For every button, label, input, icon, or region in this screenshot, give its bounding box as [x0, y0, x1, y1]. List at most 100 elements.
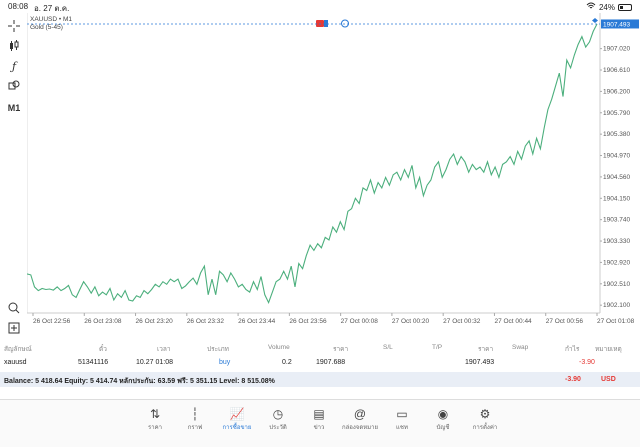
candles-icon[interactable] — [4, 37, 24, 55]
nav-news[interactable]: ▤ ข่าว — [299, 406, 339, 432]
y-tick-label: 1905.790 — [603, 110, 630, 117]
mailbox-icon: @ — [353, 407, 367, 421]
position-row[interactable]: xauusd 51341116 10.27 01:08 buy 0.2 1907… — [0, 355, 640, 371]
position-ticket: 51341116 — [78, 359, 109, 366]
account-summary: Balance: 5 418.64 Equity: 5 414.74 หลักป… — [0, 372, 640, 387]
add-panel-icon[interactable] — [4, 319, 24, 337]
y-tick-label: 1902.100 — [603, 302, 630, 309]
account-icon: ◉ — [437, 407, 449, 421]
buy-marker[interactable] — [324, 20, 328, 27]
timeframe-button[interactable]: M1 — [7, 103, 21, 113]
x-tick-label: 26 Oct 23:20 — [136, 318, 174, 325]
x-tick-label: 26 Oct 23:32 — [187, 318, 225, 325]
col-comment: หมายเหตุ — [595, 346, 622, 353]
positions-header: สัญลักษณ์ ตั๋ว เวลา ประเภท Volume ราคา S… — [0, 340, 640, 355]
position-type: buy — [219, 359, 231, 366]
indicator-icon[interactable]: ƒ — [11, 59, 17, 73]
clock: 08:08 — [8, 2, 29, 11]
col-price: ราคา — [478, 346, 494, 353]
col-time: เวลา — [157, 346, 171, 353]
bottom-navigation: ⇅ ราคา ┆ กราฟ 📈 การซื้อขาย ◷ ประวัติ ▤ ข่าว @ กล่อง… — [0, 399, 640, 447]
date: อ. 27 ต.ค. — [34, 4, 70, 13]
x-axis: 26 Oct 22:56 26 Oct 23:08 26 Oct 23:20 26 O… — [32, 313, 635, 325]
y-tick-label: 1904.150 — [603, 195, 630, 202]
nav-label: ราคา — [148, 425, 162, 431]
price-series-line — [27, 23, 598, 305]
symbol-label: XAUUSD • M1 — [30, 16, 72, 23]
col-sl: S/L — [383, 344, 393, 351]
y-tick-label: 1902.920 — [603, 259, 630, 266]
y-tick-label: 1905.380 — [603, 131, 630, 138]
sell-marker[interactable] — [316, 20, 324, 27]
last-price-marker — [592, 17, 598, 23]
position-volume: 0.2 — [282, 359, 292, 366]
objects-icon[interactable] — [4, 77, 24, 95]
position-symbol: xauusd — [4, 359, 27, 366]
y-tick-label: 1902.510 — [603, 281, 630, 288]
position-price: 1907.493 — [465, 359, 495, 366]
y-tick-label: 1904.970 — [603, 153, 630, 160]
nav-account[interactable]: ◉ บัญชี — [423, 406, 463, 432]
position-profit: -3.90 — [579, 359, 595, 366]
col-profit: กำไร — [565, 346, 580, 353]
nav-history[interactable]: ◷ ประวัติ — [258, 406, 298, 432]
x-tick-label: 27 Oct 00:44 — [494, 318, 532, 325]
x-tick-label: 27 Oct 00:20 — [392, 318, 430, 325]
col-swap: Swap — [512, 344, 529, 351]
nav-mailbox[interactable]: @ กล่องจดหมาย — [340, 406, 380, 432]
col-ticket: ตั๋ว — [99, 346, 107, 353]
zoom-icon[interactable] — [4, 299, 24, 317]
y-tick-label: 1903.330 — [603, 238, 630, 245]
current-price-box — [601, 19, 639, 29]
x-tick-label: 26 Oct 23:44 — [238, 318, 276, 325]
wifi-icon — [586, 2, 596, 12]
x-tick-label: 27 Oct 00:56 — [546, 318, 584, 325]
nav-trade[interactable]: 📈 การซื้อขาย — [217, 406, 257, 432]
nav-label: การตั้งค่า — [472, 425, 498, 431]
price-chart[interactable]: XAUUSD • M1 Gold (5-45) 1907.020 1906.610… — [27, 13, 640, 340]
position-time: 10.27 01:08 — [136, 359, 173, 366]
col-type: ประเภท — [207, 346, 229, 353]
nav-quotes[interactable]: ⇅ ราคา — [135, 406, 175, 432]
col-symbol: สัญลักษณ์ — [4, 346, 32, 353]
nav-label: กล่องจดหมาย — [341, 425, 379, 431]
y-tick-label: 1903.740 — [603, 217, 630, 224]
status-bar: 08:08 อ. 27 ต.ค. 24% — [0, 0, 640, 13]
settings-icon: ⚙ — [479, 407, 491, 421]
x-tick-label: 26 Oct 23:08 — [84, 318, 122, 325]
nav-label: บัญชี — [436, 425, 450, 431]
chart-toolbar: ƒ M1 — [0, 13, 27, 340]
crosshair-icon[interactable] — [4, 17, 24, 35]
balance-text: Balance: 5 418.64 Equity: 5 414.74 หลักป… — [4, 378, 275, 385]
currency-label: USD — [601, 376, 616, 383]
x-tick-label: 26 Oct 23:56 — [289, 318, 327, 325]
chat-icon: ▭ — [396, 407, 408, 421]
quotes-icon: ⇅ — [149, 407, 161, 421]
current-price-label: 1907.493 — [603, 21, 630, 28]
x-tick-label: 27 Oct 01:08 — [597, 318, 635, 325]
chart-canvas[interactable]: XAUUSD • M1 Gold (5-45) 1907.020 1906.610… — [27, 13, 640, 340]
x-tick-label: 27 Oct 00:32 — [443, 318, 481, 325]
trade-circle-icon[interactable] — [341, 19, 349, 28]
chart-candles-icon: ┆ — [191, 407, 199, 421]
battery-icon — [618, 3, 632, 11]
nav-label: การซื้อขาย — [222, 425, 252, 431]
news-icon: ▤ — [313, 407, 325, 421]
x-tick-label: 27 Oct 00:08 — [341, 318, 379, 325]
total-profit: -3.90 — [565, 376, 581, 383]
y-tick-label: 1906.200 — [603, 88, 630, 95]
nav-label: ประวัติ — [269, 425, 287, 431]
y-tick-label: 1907.020 — [603, 46, 630, 53]
y-axis: 1907.020 1906.610 1906.200 1905.790 1905.380… — [600, 46, 630, 309]
nav-label: ข่าว — [313, 425, 325, 431]
y-tick-label: 1904.560 — [603, 174, 630, 181]
battery-percent: 24% — [598, 2, 615, 12]
position-open-price: 1907.688 — [316, 359, 346, 366]
col-open-price: ราคา — [333, 346, 349, 353]
x-tick-label: 26 Oct 22:56 — [33, 318, 71, 325]
trade-icon: 📈 — [229, 407, 245, 421]
nav-settings[interactable]: ⚙ การตั้งค่า — [465, 406, 505, 432]
nav-chart-candles[interactable]: ┆ กราฟ — [175, 406, 215, 432]
col-volume: Volume — [268, 344, 290, 351]
nav-chat[interactable]: ▭ แชท — [382, 406, 422, 432]
